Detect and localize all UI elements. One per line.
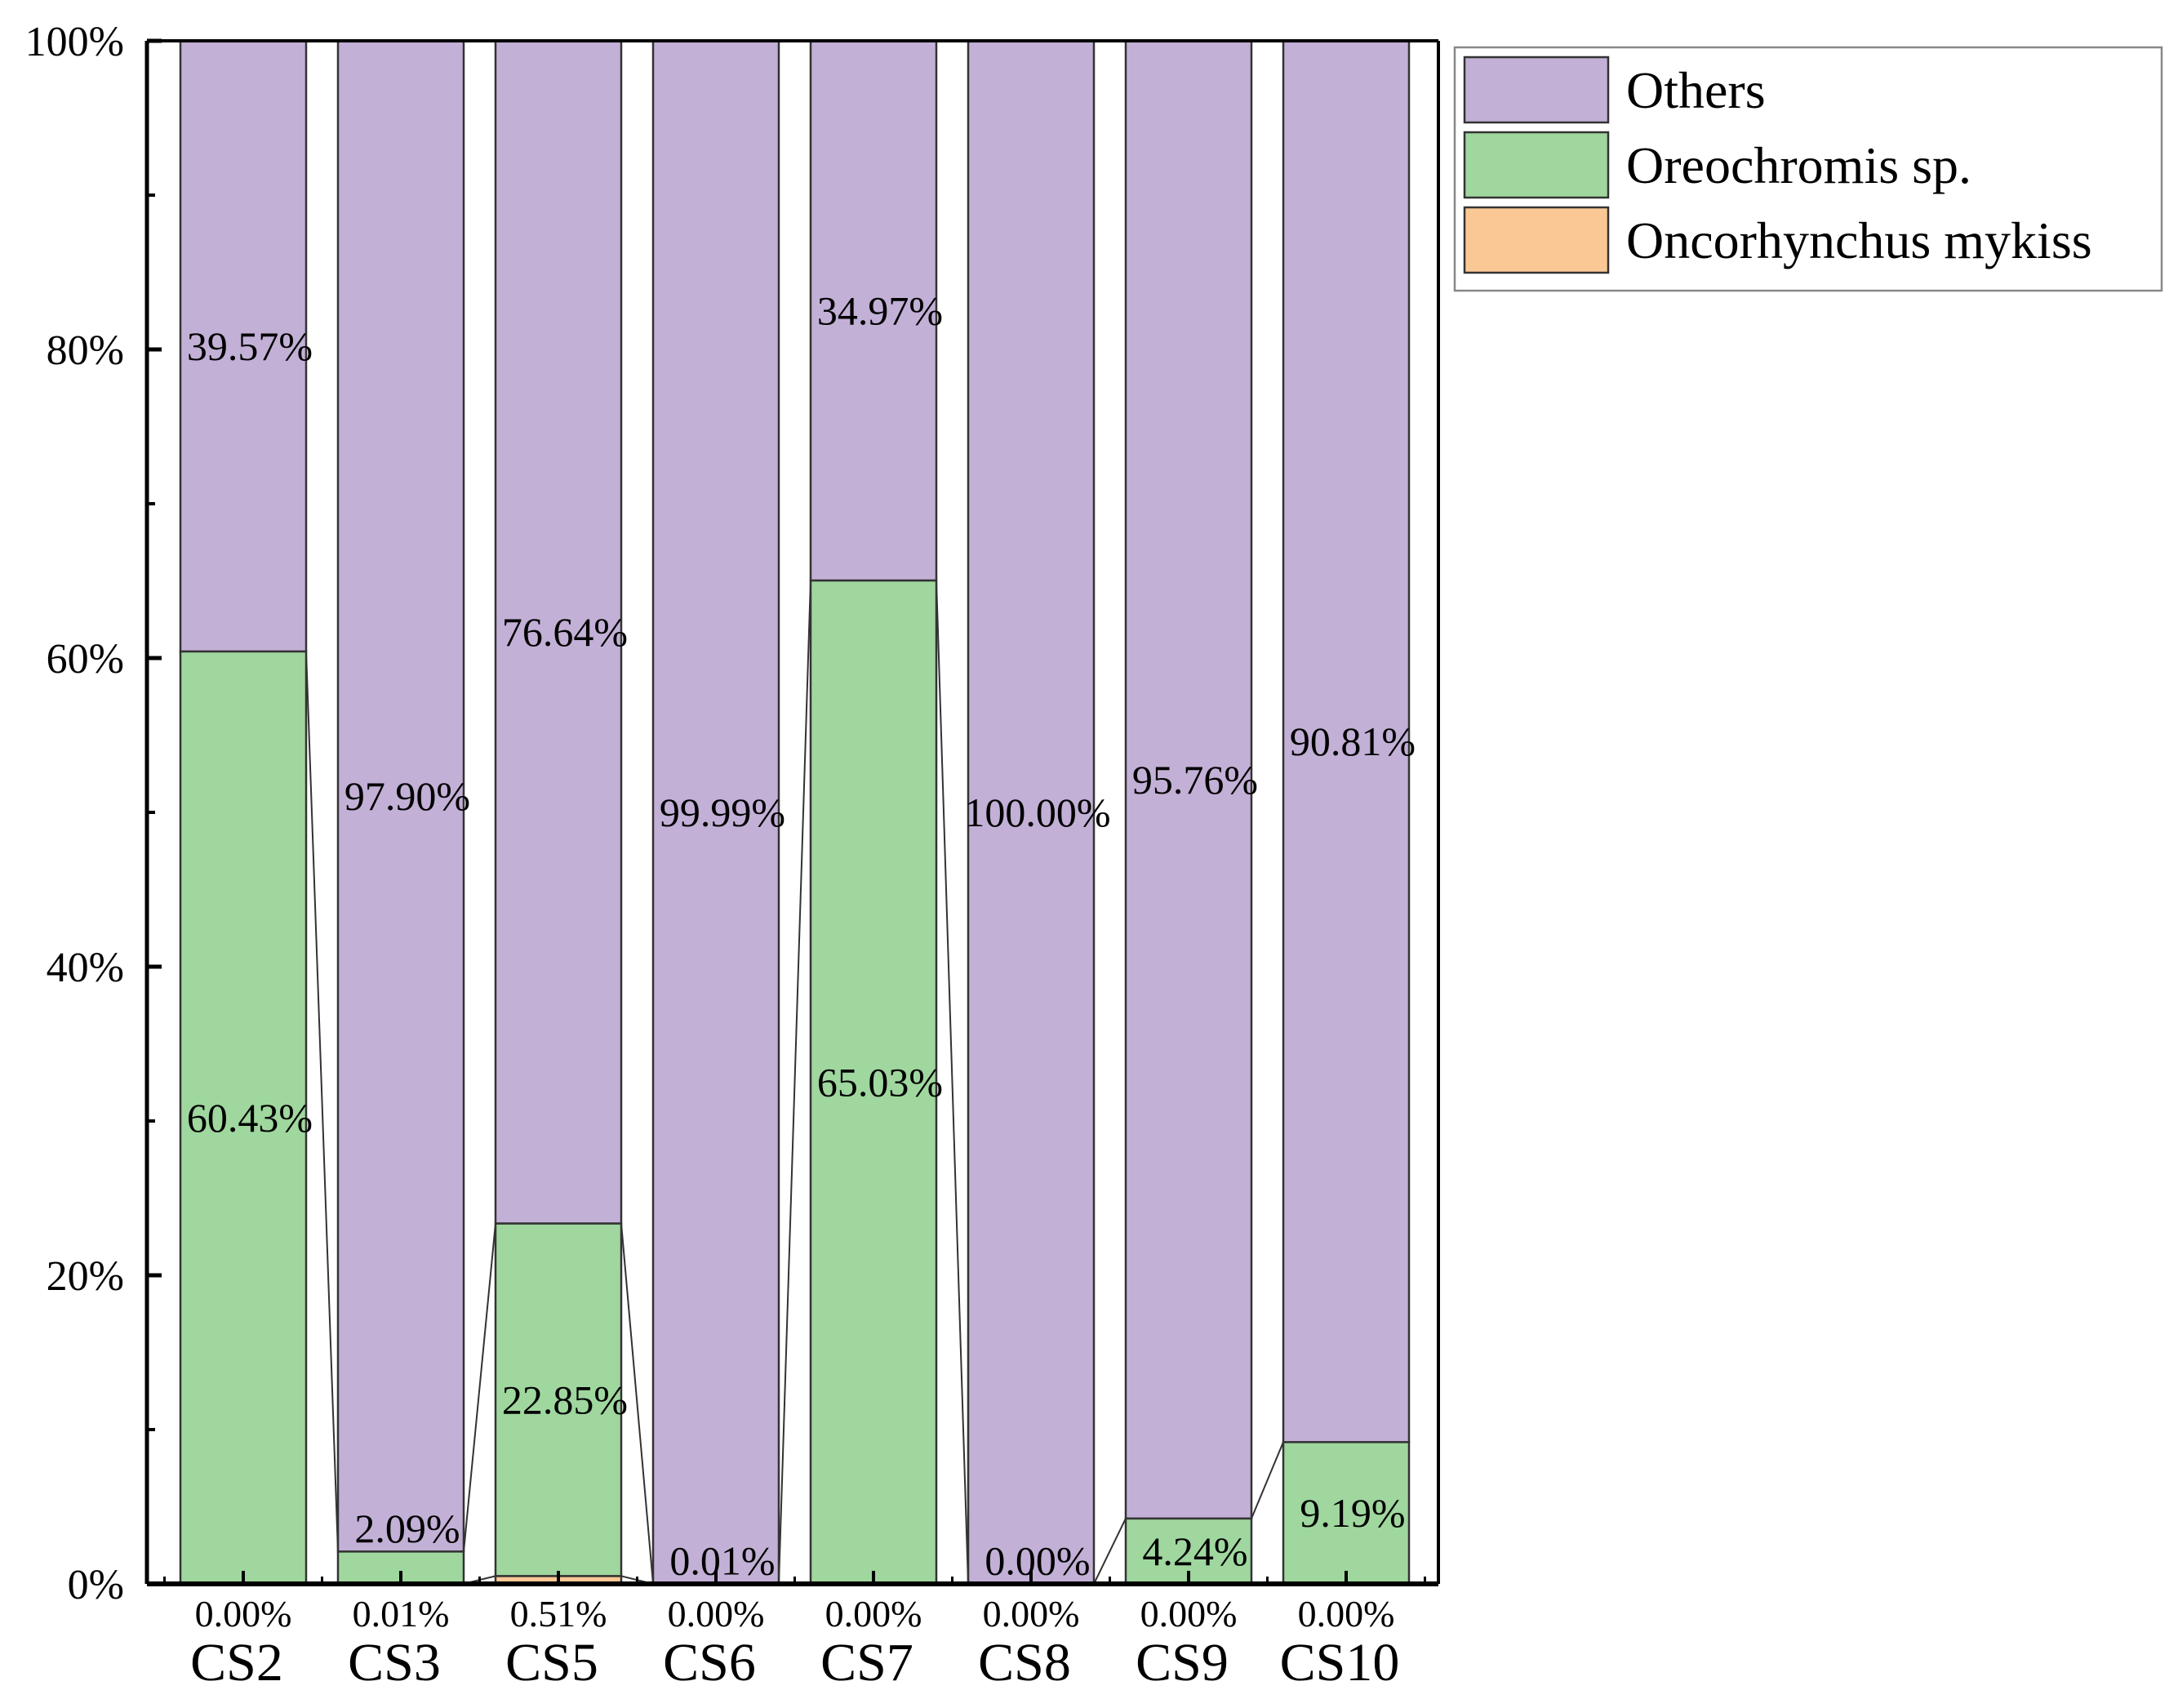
legend: Others Oreochromis sp. Oncorhynchus mykiss	[1453, 46, 2163, 292]
legend-swatch	[1463, 206, 1610, 274]
x-category-label: CS3	[348, 1633, 441, 1692]
data-label-oncorhynchus: 0.00%	[668, 1593, 765, 1635]
connector-line	[936, 580, 969, 1585]
data-label-oreochromis: 2.09%	[354, 1506, 460, 1551]
x-category-label: CS9	[1136, 1633, 1229, 1692]
legend-label: Oreochromis sp.	[1626, 136, 1971, 194]
data-label-oncorhynchus: 0.00%	[1140, 1593, 1238, 1635]
x-category-label: CS5	[505, 1633, 598, 1692]
bars	[179, 39, 1411, 1586]
connector-line	[305, 651, 339, 1552]
data-label-oncorhynchus: 0.00%	[1298, 1593, 1395, 1635]
y-tick-label: 0%	[68, 1562, 124, 1608]
x-category-label: CS8	[978, 1633, 1071, 1692]
data-label-oreochromis: 0.01%	[669, 1537, 775, 1583]
bar-others-cs2	[179, 39, 308, 653]
data-labels: 0.00% 0.01% 0.51% 0.00% 0.00% 0.00% 0.00% 0.00%…	[187, 287, 1416, 1635]
bar-oreochromis-sp-cs5	[494, 1222, 623, 1577]
data-label-oncorhynchus: 0.01%	[353, 1593, 450, 1635]
legend-label: Oncorhynchus mykiss	[1626, 211, 2092, 269]
y-tick-label: 20%	[47, 1253, 124, 1300]
bar-oreochromis-sp-cs2	[179, 650, 308, 1586]
bar-others-cs7	[809, 39, 938, 582]
bar-others-cs9	[1124, 39, 1253, 1520]
x-category-label: CS10	[1280, 1633, 1400, 1692]
data-label-others: 34.97%	[817, 287, 943, 333]
data-label-oreochromis: 0.00%	[985, 1538, 1090, 1584]
legend-swatch	[1463, 131, 1610, 199]
x-category-label: CS6	[663, 1633, 756, 1692]
data-label-oncorhynchus: 0.00%	[825, 1593, 922, 1635]
axes: 0% 20% 40% 60% 80% 100% CS2 CS3 CS5 CS6 CS7 CS8 CS9 C…	[25, 19, 1440, 1692]
connector-line	[1093, 1518, 1127, 1585]
data-label-oreochromis: 65.03%	[817, 1059, 943, 1105]
legend-swatch	[1463, 56, 1610, 124]
data-label-oncorhynchus: 0.00%	[195, 1593, 292, 1635]
y-tick-label: 80%	[47, 327, 124, 374]
connector-line	[620, 1223, 654, 1584]
x-category-label: CS2	[190, 1633, 283, 1692]
bar-others-cs6	[651, 39, 780, 1586]
data-label-others: 90.81%	[1290, 718, 1416, 764]
data-label-oncorhynchus: 0.51%	[510, 1593, 607, 1635]
bar-others-cs3	[336, 39, 465, 1553]
data-label-others: 95.76%	[1132, 757, 1258, 803]
data-label-oreochromis: 9.19%	[1300, 1490, 1405, 1536]
data-label-others: 100.00%	[964, 790, 1110, 835]
connector-line	[1251, 1441, 1284, 1519]
y-tick-label: 60%	[47, 636, 124, 683]
data-label-others: 76.64%	[502, 609, 628, 655]
data-label-others: 99.99%	[660, 790, 785, 835]
data-label-oncorhynchus: 0.00%	[983, 1593, 1080, 1635]
data-label-oreochromis: 4.24%	[1142, 1528, 1247, 1574]
bar-others-cs10	[1282, 39, 1411, 1443]
bar-others-cs8	[967, 39, 1096, 1586]
legend-label: Others	[1626, 61, 1766, 119]
x-category-label: CS7	[820, 1633, 913, 1692]
connector-line	[778, 580, 811, 1584]
data-label-oreochromis: 60.43%	[187, 1095, 313, 1141]
bar-others-cs5	[494, 39, 623, 1225]
data-label-others: 97.90%	[344, 773, 470, 819]
y-tick-label: 40%	[47, 945, 124, 991]
connector-line	[463, 1223, 496, 1552]
data-label-oreochromis: 22.85%	[502, 1377, 628, 1422]
y-tick-label: 100%	[25, 19, 124, 65]
data-label-others: 39.57%	[187, 323, 313, 369]
